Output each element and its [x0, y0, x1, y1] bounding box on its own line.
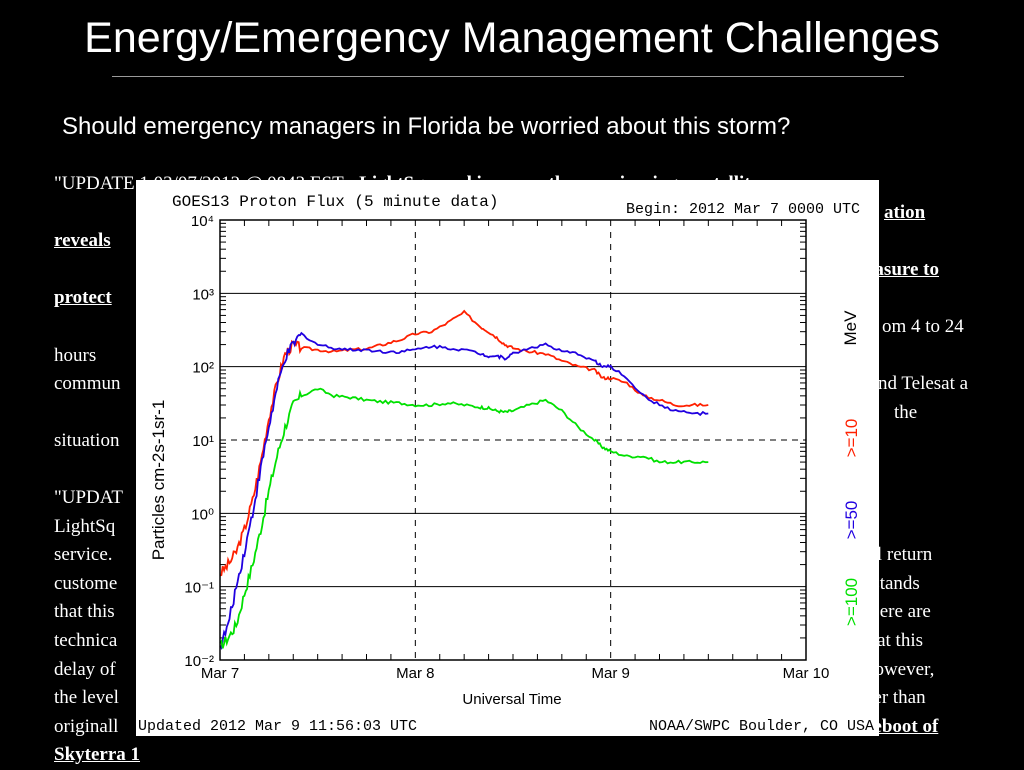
y-tick-label: 10⁰	[191, 506, 214, 523]
chart-series	[219, 309, 709, 650]
y-tick-label: 10⁴	[191, 213, 214, 230]
body-text: the level	[54, 687, 119, 709]
body-text: commun	[54, 373, 121, 395]
body-text: om 4 to 24 hours	[54, 315, 964, 366]
legend-entry: >=100	[842, 578, 861, 626]
series-line-3	[219, 387, 709, 649]
y-tick-label: 10²	[192, 360, 214, 377]
x-tick-label: Mar 9	[591, 665, 629, 682]
chart-legend: >=10 >=50 >=100	[842, 419, 861, 627]
unit-label: MeV	[841, 310, 860, 346]
proton-flux-chart: GOES13 Proton Flux (5 minute data) Begin…	[136, 180, 879, 736]
chart-begin-label: Begin: 2012 Mar 7 0000 UTC	[626, 201, 860, 218]
body-text: ere are	[879, 601, 931, 623]
title-divider	[112, 76, 904, 77]
y-tick-label: 10⁻²	[184, 653, 214, 670]
footer-source: NOAA/SWPC Boulder, CO USA	[649, 718, 874, 735]
body-bold-text: easure to protect	[54, 258, 939, 309]
y-tick-labels: 10⁻² 10⁻¹ 10⁰ 10¹ 10² 10³ 10⁴	[184, 213, 214, 670]
body-text: stands	[872, 572, 920, 594]
chart-canvas: GOES13 Proton Flux (5 minute data) Begin…	[138, 193, 874, 735]
y-axis-label: Particles cm-2s-1sr-1	[149, 400, 168, 561]
body-bold-text: ation reveals	[54, 201, 926, 252]
body-text: that this	[54, 601, 115, 623]
x-tick-label: Mar 10	[783, 665, 830, 682]
legend-entry: >=10	[842, 419, 861, 458]
body-text: custome	[54, 572, 118, 594]
body-text: "UPDAT	[54, 486, 123, 508]
legend-entry: >=50	[842, 501, 861, 540]
body-text: LightSq	[54, 515, 116, 537]
chart-grid	[220, 220, 806, 660]
body-text: ger than	[863, 687, 926, 709]
body-text: technica	[54, 629, 118, 651]
y-tick-label: 10³	[192, 286, 214, 303]
slide-body: "UPDATE 1 03/07/2012 @ 0843 EST - LightS…	[54, 170, 974, 770]
slide-subtitle: Should emergency managers in Florida be …	[62, 113, 791, 140]
series-line-1	[219, 309, 709, 577]
plot-frame	[219, 219, 807, 661]
body-text: the situation	[54, 401, 918, 452]
x-tick-label: Mar 8	[396, 665, 434, 682]
body-bold-text: eboot of Skyterra 1	[54, 715, 939, 766]
body-text: originall	[54, 715, 119, 737]
y-tick-label: 10⁻¹	[184, 580, 214, 597]
body-text: service.	[54, 544, 113, 566]
update-paragraph-2: "UPDAT LightSq service. will return custo…	[54, 484, 974, 770]
x-tick-labels: Mar 7 Mar 8 Mar 9 Mar 10	[201, 665, 830, 682]
x-tick-label: Mar 7	[201, 665, 239, 682]
body-text: However,	[860, 658, 935, 680]
x-axis-label: Universal Time	[462, 691, 561, 708]
body-text: delay of	[54, 658, 116, 680]
chart-title: GOES13 Proton Flux (5 minute data)	[172, 193, 498, 211]
y-tick-label: 10¹	[192, 433, 214, 450]
slide-title: Energy/Emergency Management Challenges	[84, 14, 940, 62]
series-line-2	[219, 331, 709, 650]
footer-updated: Updated 2012 Mar 9 11:56:03 UTC	[138, 718, 417, 735]
